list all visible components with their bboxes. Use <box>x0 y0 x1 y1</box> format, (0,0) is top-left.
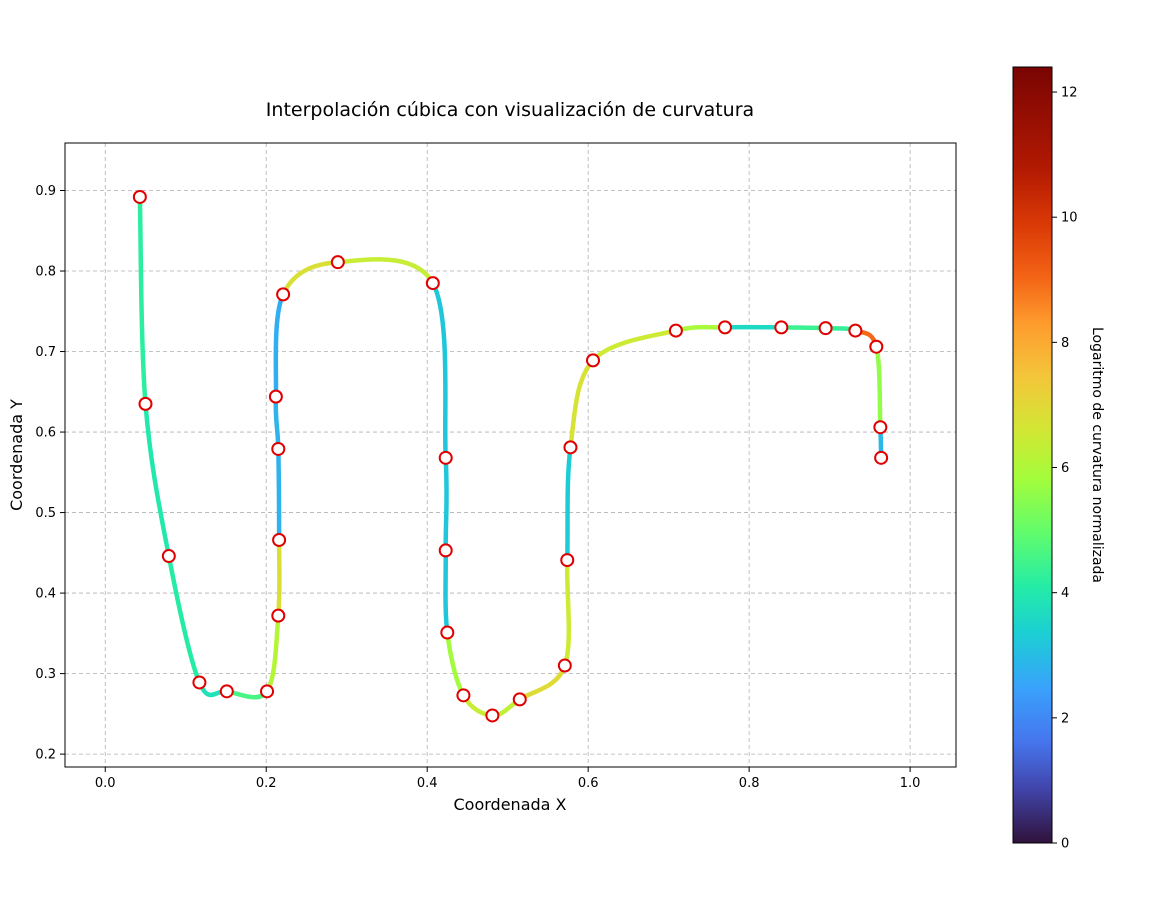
colorbar: 0 2 4 6 8 10 12 Logaritmo de curvatura normali… <box>1012 66 1105 852</box>
curve-segment <box>568 358 596 450</box>
control-point <box>440 625 455 640</box>
y-tick-label: 0.9 <box>35 184 56 199</box>
colorbar-tick-label: 6 <box>1061 461 1069 476</box>
curve-segment <box>276 537 282 618</box>
colorbar-gradient <box>1013 67 1052 843</box>
colorbar-tick-label: 4 <box>1061 586 1069 601</box>
control-point <box>271 608 286 623</box>
control-point <box>560 553 575 568</box>
control-point <box>192 675 207 690</box>
curve-segment <box>562 557 572 668</box>
curve-segment <box>273 292 286 399</box>
curve-segment <box>335 257 436 286</box>
control-point <box>873 420 888 435</box>
control-point <box>512 692 527 707</box>
control-point <box>330 255 345 270</box>
curve-segment <box>143 401 172 559</box>
curve-segment <box>443 455 449 553</box>
curve-segment <box>590 328 679 363</box>
x-axis-label: Coordenada X <box>454 795 567 814</box>
y-axis-label: Coordenada Y <box>7 399 26 511</box>
control-point <box>272 532 287 547</box>
curve-segment <box>166 553 202 685</box>
control-point <box>268 389 283 404</box>
y-axis-ticks: 0.2 0.3 0.4 0.5 0.6 0.7 0.8 0.9 <box>35 184 65 763</box>
curve-segment <box>430 280 448 461</box>
y-tick-label: 0.6 <box>35 426 56 441</box>
colorbar-tick-label: 10 <box>1061 211 1078 226</box>
y-tick-label: 0.2 <box>35 748 56 763</box>
control-point <box>718 320 732 335</box>
control-points <box>132 189 889 723</box>
x-tick-label: 0.4 <box>417 776 438 791</box>
chart-title: Interpolación cúbica con visualización d… <box>266 99 754 121</box>
curve-segment <box>276 446 282 543</box>
control-point <box>668 323 683 338</box>
control-point <box>138 396 153 411</box>
control-point <box>438 450 453 465</box>
colorbar-tick-label: 12 <box>1061 86 1078 101</box>
y-tick-label: 0.3 <box>35 667 56 682</box>
control-point <box>456 688 471 703</box>
x-tick-label: 0.0 <box>95 776 116 791</box>
plot-frame <box>64 142 957 768</box>
colorbar-tick-label: 8 <box>1061 336 1069 351</box>
control-point <box>869 339 884 354</box>
control-point <box>132 189 147 204</box>
control-point <box>425 276 440 291</box>
x-tick-label: 0.8 <box>739 776 760 791</box>
control-point <box>557 658 572 673</box>
control-point <box>874 450 889 465</box>
curve-segment <box>273 394 281 452</box>
y-tick-label: 0.4 <box>35 587 56 602</box>
control-point <box>586 353 600 368</box>
control-point <box>276 287 291 302</box>
colorbar-ticks: 0 2 4 6 8 10 12 <box>1052 86 1078 852</box>
colorbar-tick-label: 0 <box>1061 837 1069 852</box>
y-tick-label: 0.7 <box>35 345 56 360</box>
control-point <box>438 543 453 558</box>
control-point <box>260 684 275 699</box>
control-point <box>271 441 286 456</box>
x-tick-label: 1.0 <box>900 776 921 791</box>
control-point <box>219 684 234 699</box>
y-tick-label: 0.5 <box>35 506 56 521</box>
control-point <box>774 320 789 335</box>
curve-segment <box>137 194 148 407</box>
control-point <box>485 708 500 723</box>
curve-segment <box>443 548 450 635</box>
plot-background <box>65 143 956 767</box>
colorbar-frame <box>1012 66 1053 844</box>
curve-segment <box>564 445 573 563</box>
control-point <box>818 321 833 336</box>
colorbar-tick-label: 2 <box>1061 711 1069 726</box>
x-tick-label: 0.6 <box>578 776 599 791</box>
control-point <box>563 440 578 455</box>
colorbar-label: Logaritmo de curvatura normalizada <box>1089 327 1105 583</box>
control-point <box>848 323 863 338</box>
plot-area <box>64 142 957 768</box>
control-point <box>161 549 176 564</box>
x-axis-ticks: 0.0 0.2 0.4 0.6 0.8 1.0 <box>95 767 921 791</box>
grid-lines <box>65 143 956 767</box>
y-tick-label: 0.8 <box>35 265 56 280</box>
x-tick-label: 0.2 <box>256 776 277 791</box>
